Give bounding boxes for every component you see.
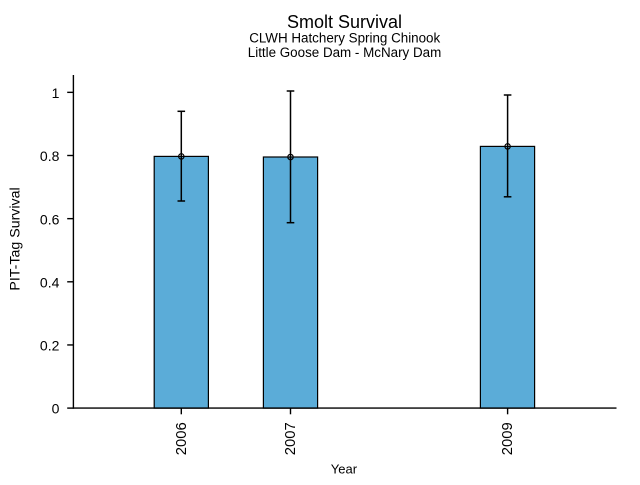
svg-text:Year: Year [331,462,358,477]
svg-text:PIT-Tag Survival: PIT-Tag Survival [8,187,24,290]
svg-text:0: 0 [52,401,60,417]
svg-text:2007: 2007 [283,422,299,455]
svg-text:0.8: 0.8 [40,148,60,164]
svg-text:CLWH Hatchery Spring Chinook: CLWH Hatchery Spring Chinook [249,30,440,45]
svg-text:0.6: 0.6 [40,211,60,227]
svg-text:2006: 2006 [174,422,190,455]
svg-text:Little Goose Dam - McNary Dam: Little Goose Dam - McNary Dam [248,45,441,60]
svg-text:2009: 2009 [500,422,516,455]
svg-text:0.2: 0.2 [40,338,60,354]
svg-text:0.4: 0.4 [40,274,60,290]
svg-text:Smolt Survival: Smolt Survival [287,12,402,32]
svg-text:1: 1 [52,85,60,101]
